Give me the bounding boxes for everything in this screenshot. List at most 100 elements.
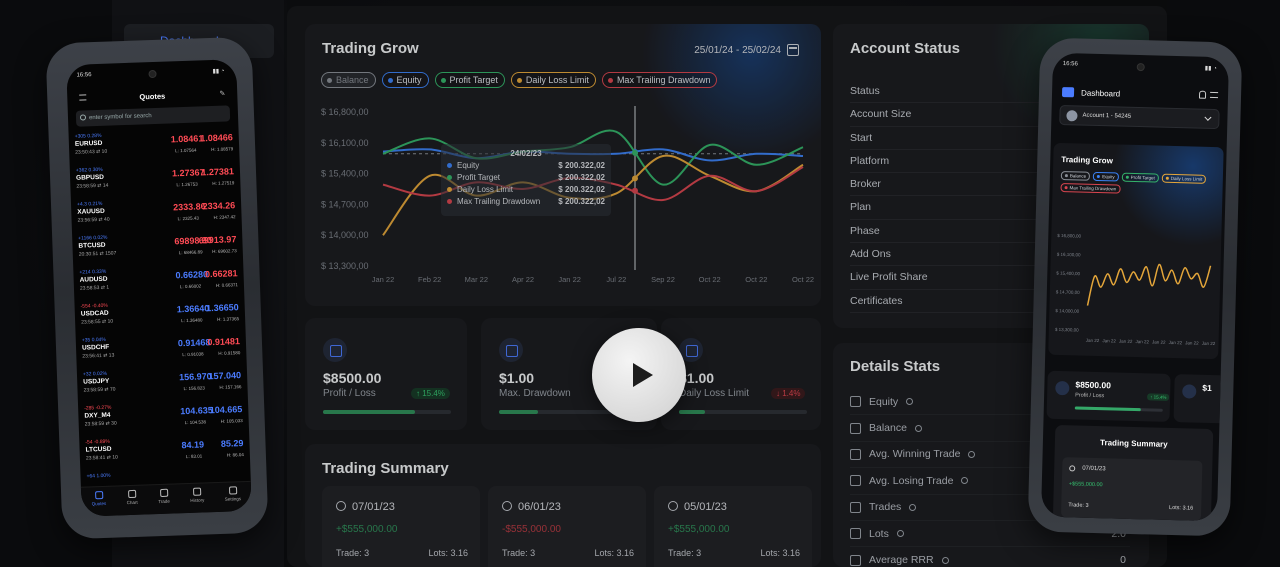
mobile-stat-second: $1 (1173, 374, 1230, 424)
menu-icon[interactable] (1209, 91, 1219, 99)
details-stat-row: Average RRR 0 (850, 547, 1130, 567)
tab-quotes[interactable]: Quotes (91, 491, 106, 516)
stat-progress-fill (499, 410, 538, 414)
stat-progress (323, 410, 451, 414)
info-icon[interactable] (909, 503, 917, 511)
quote-row[interactable]: -554 -0.40% USDCAD 23:58:55 ⇄ 10 1.36640 1.3… (81, 298, 240, 337)
stat-progress-fill (323, 410, 416, 414)
x-tick-label: Oct 22 (699, 275, 721, 284)
summary-amount: +$555,000.00 (1068, 481, 1103, 489)
quote-symbol: USDJPY (83, 377, 110, 386)
quote-row[interactable]: +214 0.33% AUDUSD 23:58:53 ⇄ 1 0.66280 0.662… (79, 264, 238, 303)
stat-label: Daily Loss Limit (679, 388, 750, 399)
account-selector[interactable]: Account 1 - 54245 (1059, 104, 1220, 130)
info-icon[interactable] (968, 450, 976, 458)
info-icon[interactable] (961, 477, 969, 485)
info-icon[interactable] (914, 424, 922, 432)
details-stats-title: Details Stats (850, 358, 941, 375)
quote-row[interactable]: +305 0.28% EURUSD 23:50:43 ⇄ 10 1.08461 1.08… (75, 128, 234, 167)
account-status-row: Start (850, 127, 1130, 150)
symbol-search-input[interactable]: enter symbol for search (75, 105, 231, 127)
tab-chart[interactable]: Chart (126, 489, 138, 515)
calendar-icon[interactable] (787, 44, 799, 56)
quote-time: 23:58:53 ⇄ 1 (79, 284, 110, 292)
quote-row[interactable]: +362 0.30% GBPUSD 23:58:59 ⇄ 14 1.27367 1.27… (76, 162, 235, 201)
account-selector-label: Account 1 - 54245 (1082, 112, 1132, 120)
mobile-summary-item[interactable]: 07/01/23 +$555,000.00 Trade: 3 Lots: 3.1… (1060, 457, 1203, 521)
quote-row[interactable]: +4.3 0.21% XAUUSD 23:56:59 ⇄ 40 2333.86 2334… (77, 196, 236, 235)
edit-icon[interactable]: ✎ (219, 90, 226, 98)
mobile-trading-summary: Trading Summary 07/01/23 +$555,000.00 Tr… (1052, 424, 1214, 522)
profit-icon (323, 338, 347, 362)
date-range-text: 25/01/24 - 25/02/24 (694, 44, 781, 56)
quote-high: H: 2347.42 (213, 214, 236, 220)
summary-trade: Trade: 3 (668, 548, 702, 558)
summary-item[interactable]: 05/01/23 +$555,000.00 Trade: 3 Lots: 3.16 (654, 486, 812, 567)
quote-high: H: 1.27519 (212, 180, 235, 187)
details-stat-label: Avg. Losing Trade (869, 474, 954, 487)
quote-symbol: AUDUSD (79, 275, 108, 284)
stat-icon (850, 554, 861, 566)
quotes-tab-icon (94, 491, 103, 500)
tab-settings[interactable]: Settings (224, 486, 241, 512)
quote-time: 23:58:55 ⇄ 10 (81, 318, 114, 326)
mobile-x-tick: Jan 22 (1086, 338, 1100, 343)
chart-tab-icon (127, 489, 137, 499)
quote-row[interactable]: +32 0.02% USDJPY 23:58:59 ⇄ 70 156.970 157.0… (83, 366, 242, 405)
stat-value: $1.00 (679, 370, 715, 386)
legend-chip[interactable]: Balance (321, 72, 376, 88)
quote-row[interactable]: +1166 0.02% BTCUSD 20:30:51 ⇄ 1507 69898.90… (78, 230, 237, 269)
details-stat-label: Average RRR (869, 554, 934, 567)
mobile-y-tick: $ 16,100,00 (1057, 252, 1081, 258)
date-range-picker[interactable]: 25/01/24 - 25/02/24 (694, 44, 799, 56)
quote-row[interactable]: +35 0.04% USDCHF 23:56:41 ⇄ 13 0.91468 0.914… (82, 332, 241, 371)
quote-change: +1166 0.02% (78, 234, 108, 242)
tab-history[interactable]: History (190, 487, 205, 512)
x-tick-label: Jan 22 (372, 275, 395, 284)
phone-quotes: 16:56 ▮▮ ◔ Quotes ✎ enter symbol for sea… (45, 36, 269, 540)
details-stat-row: Trades (850, 495, 1130, 521)
tooltip-row: Max Trailing Drawdown $ 200.322,02 (441, 197, 611, 206)
quote-symbol: DXY_M4 (84, 411, 111, 420)
tooltip-row: Equity $ 200.322,02 (441, 161, 611, 170)
info-icon[interactable] (906, 398, 914, 406)
status-time: 16:56 (76, 72, 92, 79)
quote-symbol: BTCUSD (78, 241, 106, 250)
trading-summary-card: Trading Summary 07/01/23 +$555,000.00 Trad… (305, 444, 821, 567)
quote-ask: 0.66281 (204, 268, 238, 280)
legend-chip[interactable]: Max Trailing Drawdown (601, 72, 718, 88)
y-tick-label: $ 14,700,00 (321, 199, 369, 209)
x-tick-label: Oct 22 (792, 275, 814, 284)
legend-chip[interactable]: Daily Loss Limit (510, 72, 596, 88)
account-status-row: Plan (850, 196, 1130, 220)
video-play-button[interactable] (592, 328, 686, 422)
tab-label: History (190, 497, 205, 503)
bell-icon[interactable] (1198, 90, 1207, 99)
quote-row[interactable]: -54 -0.89% LTCUSD 23:58:41 ⇄ 10 84.19 85.29 L… (85, 434, 244, 473)
summary-date: 07/01/23 (352, 501, 395, 513)
search-placeholder: enter symbol for search (88, 113, 152, 122)
info-icon[interactable] (896, 530, 904, 538)
details-stat-row: Avg. Losing Trade (850, 468, 1130, 495)
quotes-list: +305 0.28% EURUSD 23:50:43 ⇄ 10 1.08461 1.08… (75, 128, 246, 507)
summary-item[interactable]: 06/01/23 -$555,000.00 Trade: 3 Lots: 3.16 (488, 486, 646, 567)
legend-chip[interactable]: Equity (381, 72, 429, 88)
details-stat-row: Avg. Winning Trade (850, 442, 1130, 469)
stat-icon (850, 475, 861, 487)
summary-trade: Trade: 3 (336, 548, 370, 558)
quote-high: H: 69602.73 (212, 248, 237, 255)
tab-trade[interactable]: Trade (158, 488, 170, 514)
summary-item[interactable]: 07/01/23 +$555,000.00 Trade: 3 Lots: 3.16 (322, 486, 480, 567)
mobile-y-tick: $ 13,300,00 (1055, 327, 1079, 333)
details-stat-label: Trades (869, 501, 902, 514)
mobile-stat-progress (1074, 406, 1163, 412)
legend-chip[interactable]: Profit Target (434, 72, 505, 88)
quote-row[interactable]: -285 -0.27% DXY_M4 23:58:59 ⇄ 30 104.635 104… (84, 400, 243, 439)
quote-high: H: 0.91580 (218, 350, 241, 356)
quote-bid: 1.36640 (176, 303, 210, 315)
mobile-stat-profit-loss: $8500.00 Profit / Loss ↑ 15.4% (1046, 370, 1171, 422)
tooltip-series: Max Trailing Drawdown (447, 197, 540, 206)
quote-ask: 85.29 (220, 438, 244, 449)
quote-change: +305 0.28% (74, 132, 102, 140)
info-icon[interactable] (941, 556, 949, 564)
